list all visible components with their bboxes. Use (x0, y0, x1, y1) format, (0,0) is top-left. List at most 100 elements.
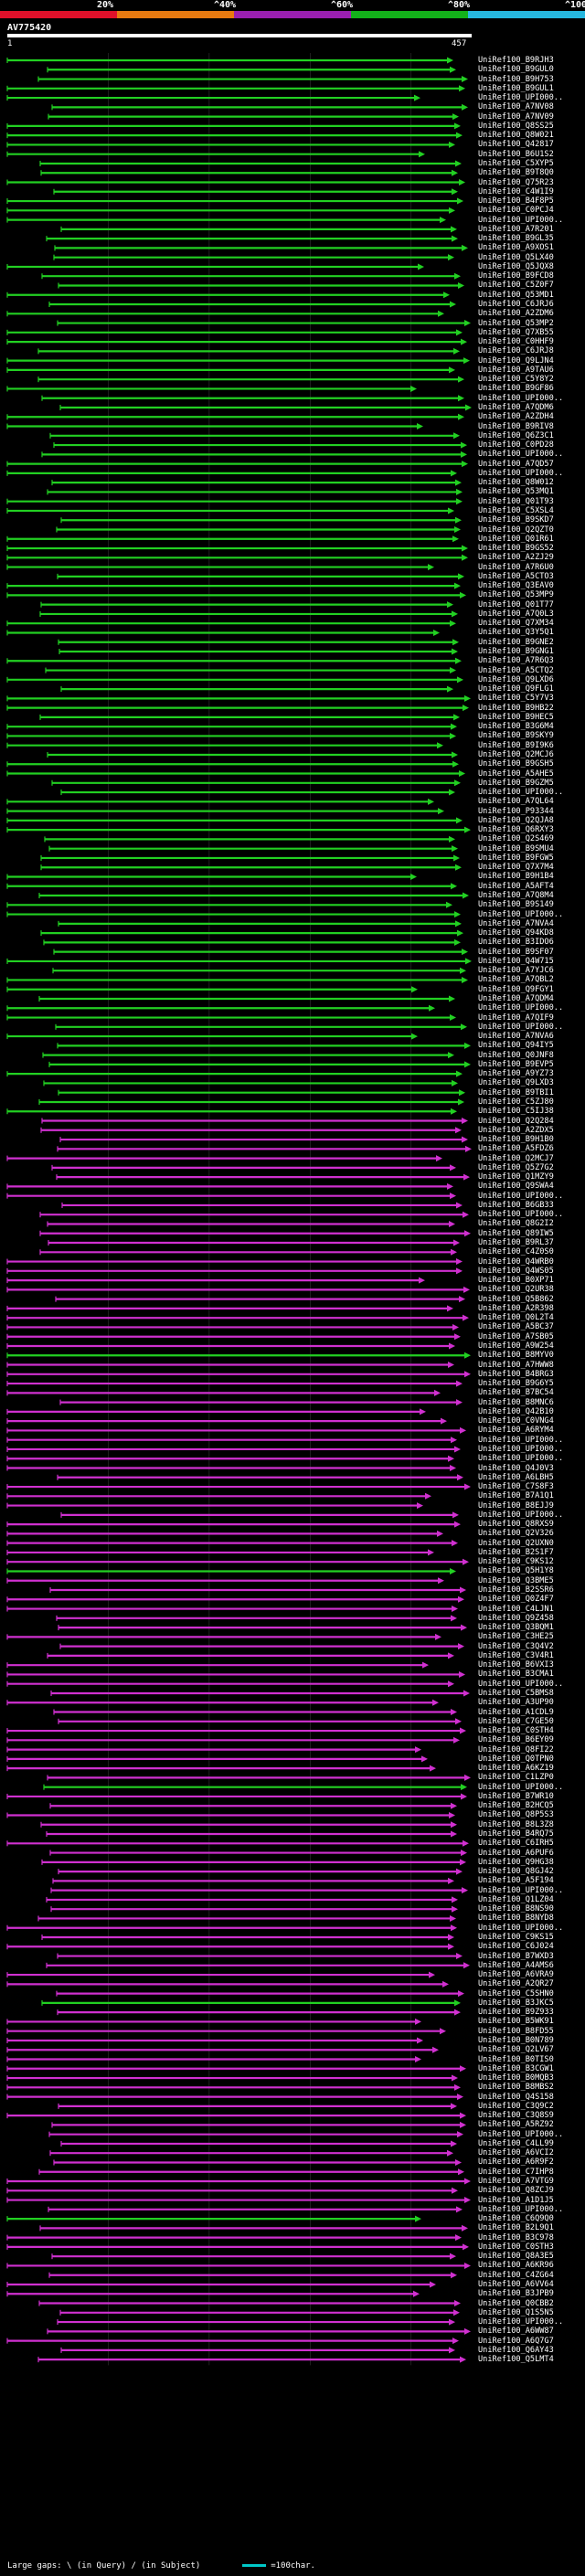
hit-label[interactable]: UniRef100_B8MYV0 (478, 1351, 554, 1361)
hit-label[interactable]: UniRef100_Q2QZT0 (478, 525, 554, 535)
hit-label[interactable]: UniRef100_Q42B10 (478, 1406, 554, 1416)
hit-label[interactable]: UniRef100_UPI000.. (478, 93, 564, 103)
hit-label[interactable]: UniRef100_B9GUL1 (478, 83, 554, 93)
hit-label[interactable]: UniRef100_C3Q9C2 (478, 2101, 554, 2111)
hit-label[interactable]: UniRef100_B4RQ75 (478, 1829, 554, 1839)
hit-label[interactable]: UniRef100_UPI000.. (478, 1435, 564, 1445)
hit-label[interactable]: UniRef100_Q2QJA8 (478, 815, 554, 825)
hit-label[interactable]: UniRef100_C3Q8S9 (478, 2111, 554, 2121)
hit-label[interactable]: UniRef100_Q9FLG1 (478, 684, 554, 694)
hit-label[interactable]: UniRef100_Q53MP2 (478, 318, 554, 328)
hit-label[interactable]: UniRef100_Q2MCJ7 (478, 1153, 554, 1163)
hit-label[interactable]: UniRef100_A2ZDX5 (478, 1125, 554, 1135)
hit-label[interactable]: UniRef100_B9GL35 (478, 234, 554, 244)
hit-label[interactable]: UniRef100_C7S8F3 (478, 1482, 554, 1492)
hit-label[interactable]: UniRef100_C0PCJ4 (478, 206, 554, 216)
hit-label[interactable]: UniRef100_Q5LMT4 (478, 2355, 554, 2365)
hit-label[interactable]: UniRef100_Q4J0V3 (478, 1463, 554, 1473)
hit-label[interactable]: UniRef100_B5WK91 (478, 2017, 554, 2027)
hit-label[interactable]: UniRef100_B7WXD3 (478, 1951, 554, 1961)
hit-label[interactable]: UniRef100_UPI000.. (478, 215, 564, 225)
hit-label[interactable]: UniRef100_B3C978 (478, 2232, 554, 2242)
hit-label[interactable]: UniRef100_Q8P5S3 (478, 1810, 554, 1820)
hit-label[interactable]: UniRef100_B9Z933 (478, 2008, 554, 2018)
hit-label[interactable]: UniRef100_B8L3Z8 (478, 1819, 554, 1829)
hit-label[interactable]: UniRef100_Q89IW5 (478, 1228, 554, 1238)
hit-label[interactable]: UniRef100_B9GSH5 (478, 759, 554, 769)
hit-label[interactable]: UniRef100_A2ZJ29 (478, 553, 554, 563)
hit-label[interactable]: UniRef100_B3JKC5 (478, 1998, 554, 2008)
hit-label[interactable]: UniRef100_A7QD57 (478, 459, 554, 469)
hit-label[interactable]: UniRef100_Q0L2T4 (478, 1313, 554, 1323)
hit-label[interactable]: UniRef100_UPI000.. (478, 1510, 564, 1520)
hit-label[interactable]: UniRef100_Q9HG38 (478, 1857, 554, 1867)
hit-label[interactable]: UniRef100_B9H1B0 (478, 1135, 554, 1145)
hit-label[interactable]: UniRef100_Q7XB55 (478, 327, 554, 337)
hit-label[interactable]: UniRef100_Q01T93 (478, 496, 554, 506)
hit-label[interactable]: UniRef100_Q8SS25 (478, 121, 554, 131)
hit-label[interactable]: UniRef100_Q1LZ04 (478, 1894, 554, 1904)
hit-label[interactable]: UniRef100_Q3BQM1 (478, 1623, 554, 1633)
hit-label[interactable]: UniRef100_B7A1Q1 (478, 1491, 554, 1501)
hit-label[interactable]: UniRef100_A2QR27 (478, 1979, 554, 1989)
hit-label[interactable]: UniRef100_B4F8P5 (478, 196, 554, 207)
hit-label[interactable]: UniRef100_UPI000.. (478, 1885, 564, 1895)
hit-label[interactable]: UniRef100_Q5H1Y8 (478, 1566, 554, 1576)
hit-label[interactable]: UniRef100_A2ZDH4 (478, 412, 554, 422)
hit-label[interactable]: UniRef100_C3HE25 (478, 1632, 554, 1642)
hit-label[interactable]: UniRef100_B2S1F7 (478, 1547, 554, 1557)
hit-label[interactable]: UniRef100_UPI000.. (478, 393, 564, 403)
hit-label[interactable]: UniRef100_UPI000.. (478, 788, 564, 798)
hit-label[interactable]: UniRef100_Q94IY5 (478, 1041, 554, 1051)
hit-label[interactable]: UniRef100_Q94KD8 (478, 928, 554, 938)
hit-label[interactable]: UniRef100_A7Q0L3 (478, 609, 554, 619)
hit-label[interactable]: UniRef100_UPI000.. (478, 468, 564, 478)
hit-label[interactable]: UniRef100_A7QDM4 (478, 994, 554, 1003)
hit-label[interactable]: UniRef100_C5Z0F7 (478, 281, 554, 291)
hit-label[interactable]: UniRef100_UPI000.. (478, 1210, 564, 1220)
hit-label[interactable]: UniRef100_A5BC37 (478, 1322, 554, 1332)
hit-label[interactable]: UniRef100_C5ZJ80 (478, 1097, 554, 1107)
hit-label[interactable]: UniRef100_Q3BME5 (478, 1575, 554, 1585)
hit-label[interactable]: UniRef100_A6KZ19 (478, 1764, 554, 1774)
hit-label[interactable]: UniRef100_A9TAU6 (478, 365, 554, 375)
hit-label[interactable]: UniRef100_B7BC54 (478, 1388, 554, 1398)
hit-label[interactable]: UniRef100_B8MBS2 (478, 2083, 554, 2093)
hit-label[interactable]: UniRef100_C1LZP0 (478, 1773, 554, 1783)
hit-label[interactable]: UniRef100_A7QIF9 (478, 1012, 554, 1023)
hit-label[interactable]: UniRef100_Q4WS05 (478, 1266, 554, 1276)
hit-label[interactable]: UniRef100_A5FDZ6 (478, 1144, 554, 1154)
hit-label[interactable]: UniRef100_UPI000.. (478, 1022, 564, 1032)
hit-label[interactable]: UniRef100_B9RIV8 (478, 421, 554, 431)
hit-label[interactable]: UniRef100_C0STH3 (478, 2242, 554, 2252)
hit-label[interactable]: UniRef100_B9RL37 (478, 1238, 554, 1248)
hit-label[interactable]: UniRef100_UPI000.. (478, 1923, 564, 1933)
hit-label[interactable]: UniRef100_Q9SWA4 (478, 1182, 554, 1192)
hit-label[interactable]: UniRef100_Q6AY43 (478, 2345, 554, 2355)
hit-label[interactable]: UniRef100_B9G6Y5 (478, 1379, 554, 1389)
hit-label[interactable]: UniRef100_A7NVA4 (478, 918, 554, 928)
hit-label[interactable]: UniRef100_B8MNC6 (478, 1397, 554, 1407)
hit-label[interactable]: UniRef100_Q2MCJ6 (478, 749, 554, 759)
hit-label[interactable]: UniRef100_C3Q4V2 (478, 1641, 554, 1651)
hit-label[interactable]: UniRef100_B9RJH3 (478, 56, 554, 65)
hit-label[interactable]: UniRef100_Q9LXD3 (478, 1078, 554, 1088)
hit-label[interactable]: UniRef100_A1CDL9 (478, 1707, 554, 1717)
hit-label[interactable]: UniRef100_Q75R23 (478, 177, 554, 187)
hit-label[interactable]: UniRef100_Q6RXY3 (478, 825, 554, 835)
hit-label[interactable]: UniRef100_B6U1S2 (478, 149, 554, 159)
hit-label[interactable]: UniRef100_B9SKY9 (478, 731, 554, 741)
hit-label[interactable]: UniRef100_A2R398 (478, 1303, 554, 1313)
hit-label[interactable]: UniRef100_C9KS15 (478, 1933, 554, 1942)
hit-label[interactable]: UniRef100_B9SMU4 (478, 843, 554, 853)
hit-label[interactable]: UniRef100_B9T8Q0 (478, 168, 554, 178)
hit-label[interactable]: UniRef100_B9EVP5 (478, 1059, 554, 1069)
hit-label[interactable]: UniRef100_B2L9Q1 (478, 2223, 554, 2233)
hit-label[interactable]: UniRef100_C4LJN1 (478, 1604, 554, 1614)
hit-label[interactable]: UniRef100_C4LL99 (478, 2138, 554, 2148)
hit-label[interactable]: UniRef100_A2ZDM6 (478, 309, 554, 319)
hit-label[interactable]: UniRef100_C5Y8Y2 (478, 375, 554, 385)
hit-label[interactable]: UniRef100_C4W1I9 (478, 186, 554, 196)
hit-label[interactable]: UniRef100_B9GNE2 (478, 637, 554, 647)
hit-label[interactable]: UniRef100_B9I9K6 (478, 740, 554, 750)
